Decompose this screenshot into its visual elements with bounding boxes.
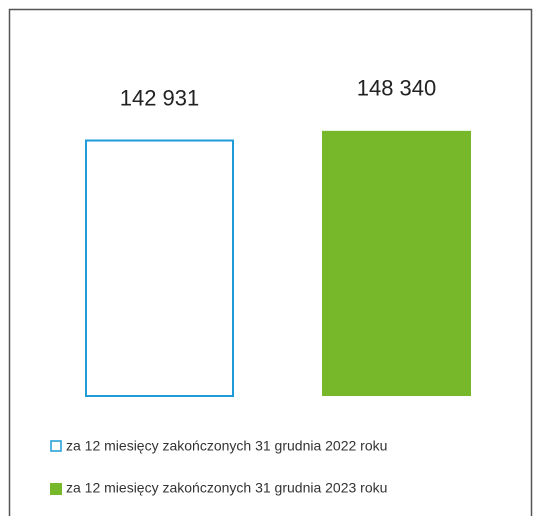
legend-label: za 12 miesięcy zakończonych 31 grudnia 2… xyxy=(66,438,387,454)
data-label: 142 931 xyxy=(120,85,200,110)
data-label: 148 340 xyxy=(357,76,437,101)
bar xyxy=(85,139,234,397)
bar xyxy=(322,130,471,396)
legend-swatch xyxy=(50,483,62,495)
legend-swatch xyxy=(50,440,62,452)
legend-label: za 12 miesięcy zakończonych 31 grudnia 2… xyxy=(66,480,387,496)
